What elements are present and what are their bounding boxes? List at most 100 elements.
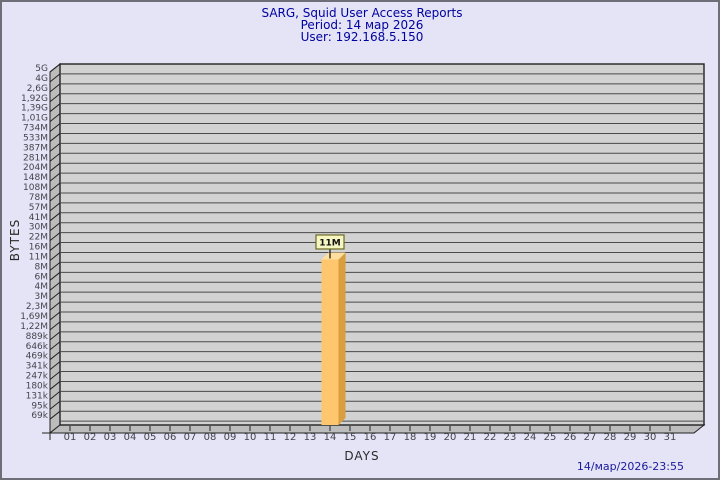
x-tick-label: 29 xyxy=(624,432,637,443)
generation-timestamp: 14/мар/2026-23:55 xyxy=(576,460,684,473)
y-tick xyxy=(49,381,61,390)
x-tick-label: 06 xyxy=(164,432,177,443)
y-tick xyxy=(49,152,61,162)
plot-area xyxy=(59,63,705,426)
y-tick-label: 148M xyxy=(23,173,48,183)
bar-top xyxy=(321,252,346,260)
y-tick xyxy=(49,410,61,420)
y-tick xyxy=(49,133,61,142)
x-tick-label: 31 xyxy=(664,432,677,443)
y-tick xyxy=(49,371,61,380)
y-tick-label: 3M xyxy=(35,292,49,302)
x-tick-label: 18 xyxy=(404,432,417,443)
x-tick-label: 23 xyxy=(504,432,517,443)
y-tick-label: 6M xyxy=(35,272,49,282)
y-tick xyxy=(49,390,61,400)
y-tick xyxy=(49,202,61,212)
x-tick-label: 09 xyxy=(224,432,237,443)
y-tick xyxy=(49,351,61,361)
y-tick xyxy=(49,212,61,222)
y-tick-label: 734M xyxy=(23,124,48,134)
y-tick xyxy=(49,123,61,132)
y-tick xyxy=(49,242,61,251)
chart-left-wall xyxy=(49,62,61,435)
x-tick-label: 22 xyxy=(484,432,497,443)
y-tick-label: 281M xyxy=(23,153,48,163)
y-tick-label: 131k xyxy=(26,391,49,401)
x-tick-label: 26 xyxy=(564,432,577,443)
y-tick xyxy=(49,63,61,73)
y-tick-label: 30M xyxy=(29,223,48,233)
y-tick xyxy=(49,142,61,152)
x-tick-label: 02 xyxy=(84,432,97,443)
y-tick-label: 889k xyxy=(26,332,49,342)
y-tick xyxy=(49,162,61,172)
y-tick xyxy=(49,103,61,113)
x-tick-label: 11 xyxy=(264,432,277,443)
x-tick-label: 08 xyxy=(204,432,217,443)
y-tick-label: 41M xyxy=(29,213,48,223)
x-tick-label: 05 xyxy=(144,432,157,443)
chart-period: Period: 14 мар 2026 xyxy=(300,18,424,32)
y-tick xyxy=(49,331,61,341)
y-tick-label: 16M xyxy=(29,243,48,253)
y-tick xyxy=(49,252,61,261)
y-tick-label: 8M xyxy=(35,262,49,272)
x-tick-label: 25 xyxy=(544,432,557,443)
x-axis-title: DAYS xyxy=(344,449,380,463)
y-tick xyxy=(49,222,61,232)
chart-user: User: 192.168.5.150 xyxy=(300,30,424,44)
y-tick xyxy=(49,311,61,321)
y-tick-label: 69k xyxy=(31,411,48,421)
y-tick-label: 1,69M xyxy=(20,312,48,322)
bar-value-label: 11M xyxy=(319,238,341,248)
y-tick-label: 1,92G xyxy=(21,94,48,104)
y-tick-label: 4G xyxy=(35,74,48,84)
y-tick-label: 2,3M xyxy=(26,302,48,312)
y-tick xyxy=(49,361,61,370)
y-tick xyxy=(49,113,61,122)
bar-front xyxy=(321,259,339,425)
y-tick-label: 2,6G xyxy=(27,84,48,94)
x-tick-label: 10 xyxy=(244,432,257,443)
x-tick-label: 13 xyxy=(304,432,317,443)
y-tick-label: 387M xyxy=(23,143,48,153)
y-tick xyxy=(49,271,61,281)
x-tick-label: 14 xyxy=(324,432,337,443)
x-tick-label: 16 xyxy=(364,432,377,443)
y-tick-label: 341k xyxy=(26,362,49,372)
y-tick-label: 5G xyxy=(35,64,48,74)
x-tick-label: 01 xyxy=(64,432,77,443)
y-tick-label: 11M xyxy=(29,252,48,262)
x-tick-label: 17 xyxy=(384,432,397,443)
y-tick-label: 22M xyxy=(29,233,48,243)
y-tick xyxy=(49,321,61,331)
y-tick xyxy=(49,93,61,103)
y-axis-title: BYTES xyxy=(8,218,22,262)
y-tick-label: 78M xyxy=(29,193,48,203)
x-tick-label: 04 xyxy=(124,432,137,443)
y-tick-label: 4M xyxy=(35,282,49,292)
x-tick-label: 19 xyxy=(424,432,437,443)
y-tick-label: 1,22M xyxy=(20,322,48,332)
y-tick-label: 108M xyxy=(23,183,48,193)
y-tick xyxy=(49,83,61,93)
x-tick-label: 21 xyxy=(464,432,477,443)
x-tick-label: 20 xyxy=(444,432,457,443)
x-tick-label: 03 xyxy=(104,432,117,443)
y-tick-label: 204M xyxy=(23,163,48,173)
y-tick xyxy=(49,341,61,351)
bar-side xyxy=(338,252,346,425)
x-tick-label: 07 xyxy=(184,432,197,443)
y-tick xyxy=(49,172,61,182)
y-tick-label: 1,39G xyxy=(21,104,48,114)
y-tick-label: 646k xyxy=(26,342,49,352)
x-tick-label: 28 xyxy=(604,432,617,443)
y-tick xyxy=(49,400,61,410)
y-tick-label: 180k xyxy=(26,381,49,391)
y-tick xyxy=(49,232,61,242)
chart-title: SARG, Squid User Access Reports xyxy=(261,6,463,20)
y-tick xyxy=(49,301,61,311)
